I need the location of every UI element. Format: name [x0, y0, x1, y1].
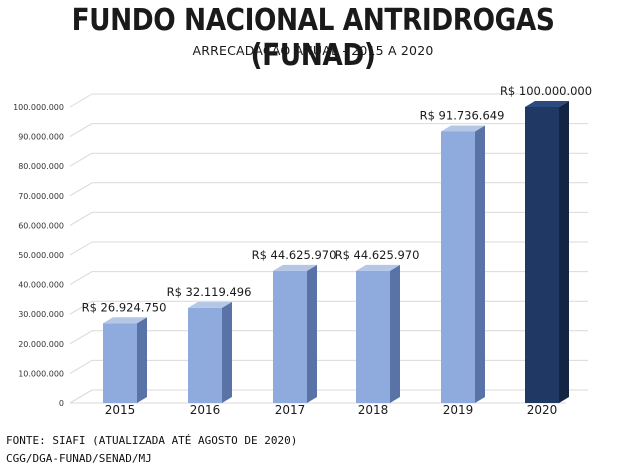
bar-side [307, 264, 317, 403]
x-tick-label: 2020 [527, 403, 558, 417]
y-tick-label: 30.000.000 [18, 310, 64, 319]
data-label: R$ 91.736.649 [420, 108, 505, 122]
gridline-side [69, 152, 93, 167]
agency-note: CGG/DGA-FUNAD/SENAD/MJ [6, 452, 152, 465]
x-tick-label: 2016 [190, 403, 221, 417]
x-tick-label: 2019 [443, 403, 474, 417]
gridline-side [69, 123, 93, 138]
gridline-side [69, 93, 93, 108]
gridline-side [69, 389, 93, 404]
y-tick-label: 40.000.000 [18, 281, 64, 290]
y-tick-label: 0 [59, 399, 64, 408]
bar [525, 107, 559, 403]
data-label: R$ 26.924.750 [82, 300, 167, 314]
x-tick-label: 2017 [275, 403, 306, 417]
x-tick-label: 2015 [105, 403, 136, 417]
bar [441, 131, 475, 403]
bar-side [137, 317, 147, 403]
y-tick-label: 80.000.000 [18, 162, 64, 171]
gridline-side [69, 182, 93, 197]
bar [103, 323, 137, 403]
y-tick-label: 90.000.000 [18, 133, 64, 142]
bar-chart: 0 10.000.000 20.000.000 30.000.000 40.000.00… [13, 84, 592, 417]
bar-side [475, 125, 485, 403]
data-label: R$ 44.625.970 [335, 248, 420, 262]
gridline-side [69, 330, 93, 345]
bar-top [441, 125, 485, 132]
gridline-side [69, 359, 93, 374]
bar [273, 270, 307, 403]
gridline-side [69, 211, 93, 226]
source-note: FONTE: SIAFI (ATUALIZADA ATÉ AGOSTO DE 2… [6, 434, 298, 447]
gridline-side [69, 300, 93, 315]
y-tick-label: 20.000.000 [18, 340, 64, 349]
chart-subtitle: ARRECADAÇÃO ANUAL - 2015 A 2020 [192, 43, 434, 58]
bar-top [273, 264, 317, 271]
data-label: R$ 100.000.000 [500, 84, 592, 98]
bar-top [356, 264, 400, 271]
gridline-side [69, 271, 93, 286]
bar-side [390, 264, 400, 403]
y-tick-label: 10.000.000 [18, 369, 64, 378]
y-tick-label: 60.000.000 [18, 221, 64, 230]
bar [356, 270, 390, 403]
data-label: R$ 32.119.496 [167, 285, 252, 299]
data-label: R$ 44.625.970 [252, 248, 337, 262]
bar [188, 307, 222, 403]
y-tick-label: 70.000.000 [18, 192, 64, 201]
bar-side [559, 101, 569, 403]
bar-top [188, 301, 232, 308]
y-tick-label: 100.000.000 [13, 103, 64, 112]
gridline-side [69, 241, 93, 256]
bar-top [103, 317, 147, 324]
bar-side [222, 301, 232, 403]
chart-title: FUNDO NACIONAL ANTRIDROGAS (FUNAD) [71, 3, 555, 73]
bar-top [525, 101, 569, 107]
x-tick-label: 2018 [358, 403, 389, 417]
y-tick-label: 50.000.000 [18, 251, 64, 260]
